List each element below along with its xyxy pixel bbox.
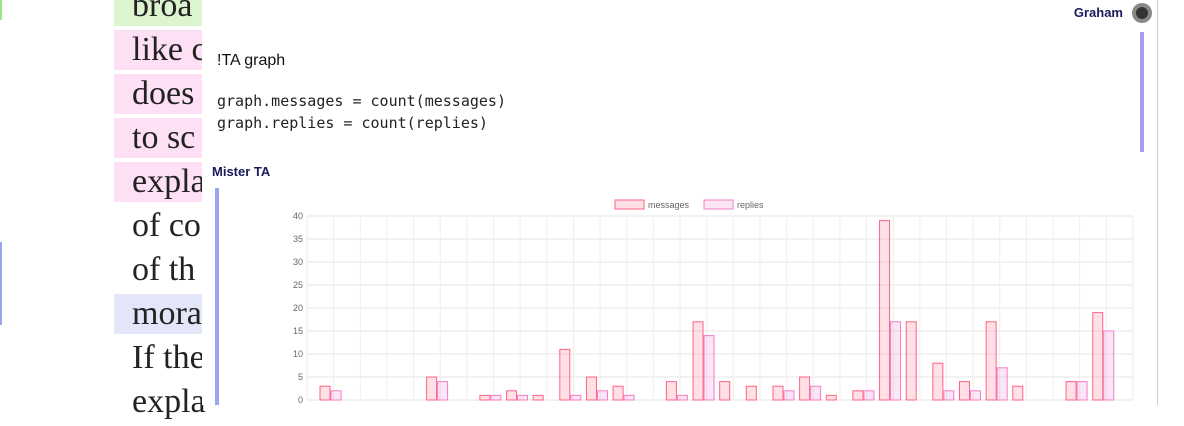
bar: [1092, 312, 1104, 401]
bar: [506, 390, 518, 401]
y-tick-label: 5: [298, 372, 303, 382]
bar: [996, 367, 1008, 401]
bar: [825, 394, 837, 401]
bar: [596, 390, 608, 401]
bar: [437, 381, 449, 401]
bar: [890, 321, 902, 401]
bar: [665, 381, 677, 401]
y-tick-label: 15: [293, 326, 303, 336]
bar: [783, 390, 795, 401]
bar: [479, 394, 491, 401]
y-tick-label: 30: [293, 257, 303, 267]
document-line: of co: [132, 207, 201, 244]
legend-swatch: [614, 199, 645, 210]
page: broa like c does to sc expla of co of th mora If…: [0, 0, 1158, 420]
message-bar: [1140, 32, 1144, 152]
bar: [532, 394, 544, 401]
chart: 0 5 10 15 20 25 30 35 40 messages replies: [293, 199, 1134, 405]
document-line: of th: [132, 251, 196, 288]
y-tick-label: 35: [293, 234, 303, 244]
avatar[interactable]: [1131, 2, 1153, 24]
bar: [692, 321, 704, 401]
marker: [0, 0, 2, 20]
marker: [0, 242, 2, 325]
code-block: graph.messages = count(messages) graph.re…: [217, 90, 506, 134]
bar: [719, 381, 731, 401]
bar: [319, 385, 331, 401]
bar: [330, 390, 342, 401]
bar: [676, 394, 688, 401]
legend-label: messages: [648, 200, 690, 210]
bar: [570, 394, 582, 401]
message-text: !TA graph: [217, 52, 286, 69]
bar: [863, 390, 875, 401]
bar: [905, 321, 917, 401]
bar: [810, 385, 822, 401]
bar: [490, 394, 502, 401]
bar: [517, 394, 529, 401]
bar: [932, 362, 944, 401]
bar: [1103, 330, 1115, 401]
code-line: graph.replies = count(replies): [217, 114, 488, 132]
bar: [985, 321, 997, 401]
bar: [772, 385, 784, 401]
y-tick-label: 0: [298, 395, 303, 405]
document-line: If the: [132, 339, 205, 376]
bar: [969, 390, 981, 401]
legend-swatch: [703, 199, 734, 210]
author[interactable]: Mister TA: [212, 164, 271, 179]
bar: [612, 385, 624, 401]
bar: [943, 390, 955, 401]
bar: [703, 335, 715, 401]
legend-label: replies: [737, 200, 764, 210]
bar: [745, 385, 757, 401]
bar: [852, 390, 864, 401]
author[interactable]: Graham: [1073, 5, 1123, 20]
bar: [958, 381, 970, 401]
y-tick-label: 25: [293, 280, 303, 290]
y-tick-label: 20: [293, 303, 303, 313]
bar: [879, 220, 891, 401]
bar: [426, 376, 438, 401]
bar: [799, 376, 811, 401]
bar: [1065, 381, 1077, 401]
bar: [585, 376, 597, 401]
code-line: graph.messages = count(messages): [217, 92, 506, 110]
message-bar: [215, 188, 219, 405]
y-tick-label: 40: [293, 211, 303, 221]
y-tick-label: 10: [293, 349, 303, 359]
bar: [623, 394, 635, 401]
bar: [559, 348, 571, 401]
bar: [1012, 385, 1024, 401]
bar: [1076, 381, 1088, 401]
